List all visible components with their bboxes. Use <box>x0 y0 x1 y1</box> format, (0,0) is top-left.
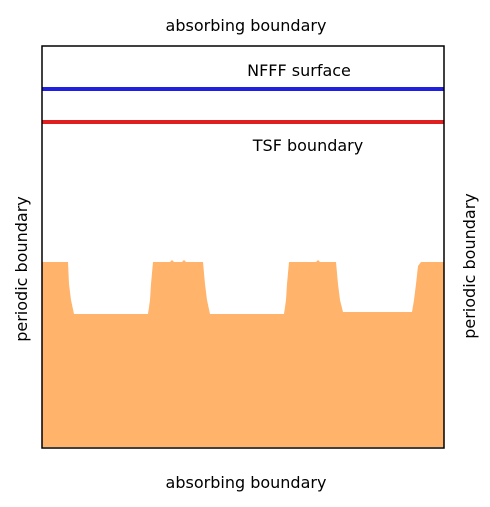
substrate-grating <box>42 260 444 447</box>
right-periodic-boundary-label: periodic boundary <box>460 193 479 339</box>
domain-frame <box>41 45 445 449</box>
left-periodic-boundary-label: periodic boundary <box>12 196 31 342</box>
bottom-absorbing-boundary-label: absorbing boundary <box>166 473 327 492</box>
top-absorbing-boundary-label: absorbing boundary <box>166 16 327 35</box>
nfff-surface-label: NFFF surface <box>247 61 351 80</box>
tsf-boundary-label: TSF boundary <box>252 136 363 155</box>
